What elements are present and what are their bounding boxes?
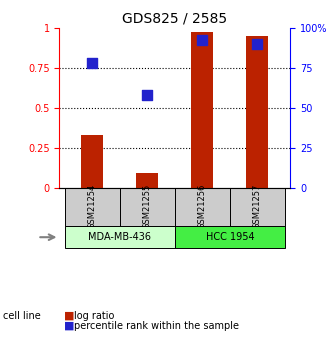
Text: MDA-MB-436: MDA-MB-436 [88, 232, 151, 242]
Text: GSM21256: GSM21256 [198, 184, 207, 229]
Point [200, 38, 205, 43]
Text: GSM21257: GSM21257 [253, 184, 262, 229]
Text: GSM21255: GSM21255 [143, 184, 152, 229]
FancyBboxPatch shape [65, 226, 175, 248]
Text: GSM21254: GSM21254 [88, 184, 97, 229]
FancyBboxPatch shape [120, 188, 175, 226]
Text: ■: ■ [64, 311, 75, 321]
Bar [247, 36, 268, 188]
Bar [191, 32, 214, 188]
Point [255, 41, 260, 46]
FancyBboxPatch shape [175, 226, 285, 248]
Text: HCC 1954: HCC 1954 [206, 232, 254, 242]
Bar [136, 173, 158, 188]
FancyBboxPatch shape [175, 188, 230, 226]
Title: GDS825 / 2585: GDS825 / 2585 [122, 11, 227, 25]
FancyBboxPatch shape [65, 188, 120, 226]
Text: percentile rank within the sample: percentile rank within the sample [74, 321, 239, 331]
Text: ■: ■ [64, 321, 75, 331]
Text: cell line: cell line [3, 311, 41, 321]
Point [145, 92, 150, 98]
Bar [82, 135, 103, 188]
FancyBboxPatch shape [230, 188, 285, 226]
Point [90, 60, 95, 66]
Text: log ratio: log ratio [74, 311, 115, 321]
